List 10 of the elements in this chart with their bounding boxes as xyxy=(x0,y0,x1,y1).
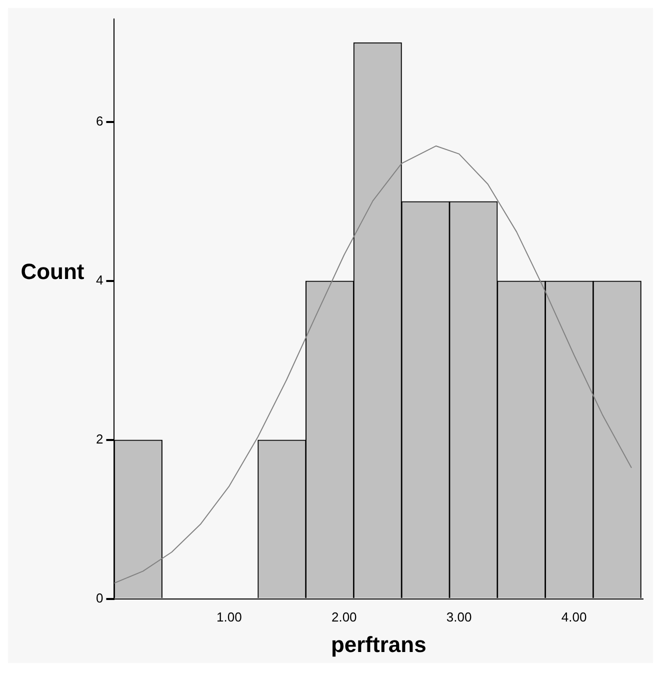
x-axis-title: perftrans xyxy=(330,632,426,657)
x-tick-label: 1.00 xyxy=(216,609,242,624)
y-tick-label: 0 xyxy=(96,590,104,606)
x-tick-label: 2.00 xyxy=(331,609,357,624)
y-axis-title: Count xyxy=(20,259,85,284)
x-tick-label: 4.00 xyxy=(561,609,587,624)
y-tick-label: 2 xyxy=(96,432,104,447)
y-tick-label: 6 xyxy=(96,114,104,129)
x-tick-label: 3.00 xyxy=(446,609,472,624)
y-tick-label: 4 xyxy=(96,272,104,288)
